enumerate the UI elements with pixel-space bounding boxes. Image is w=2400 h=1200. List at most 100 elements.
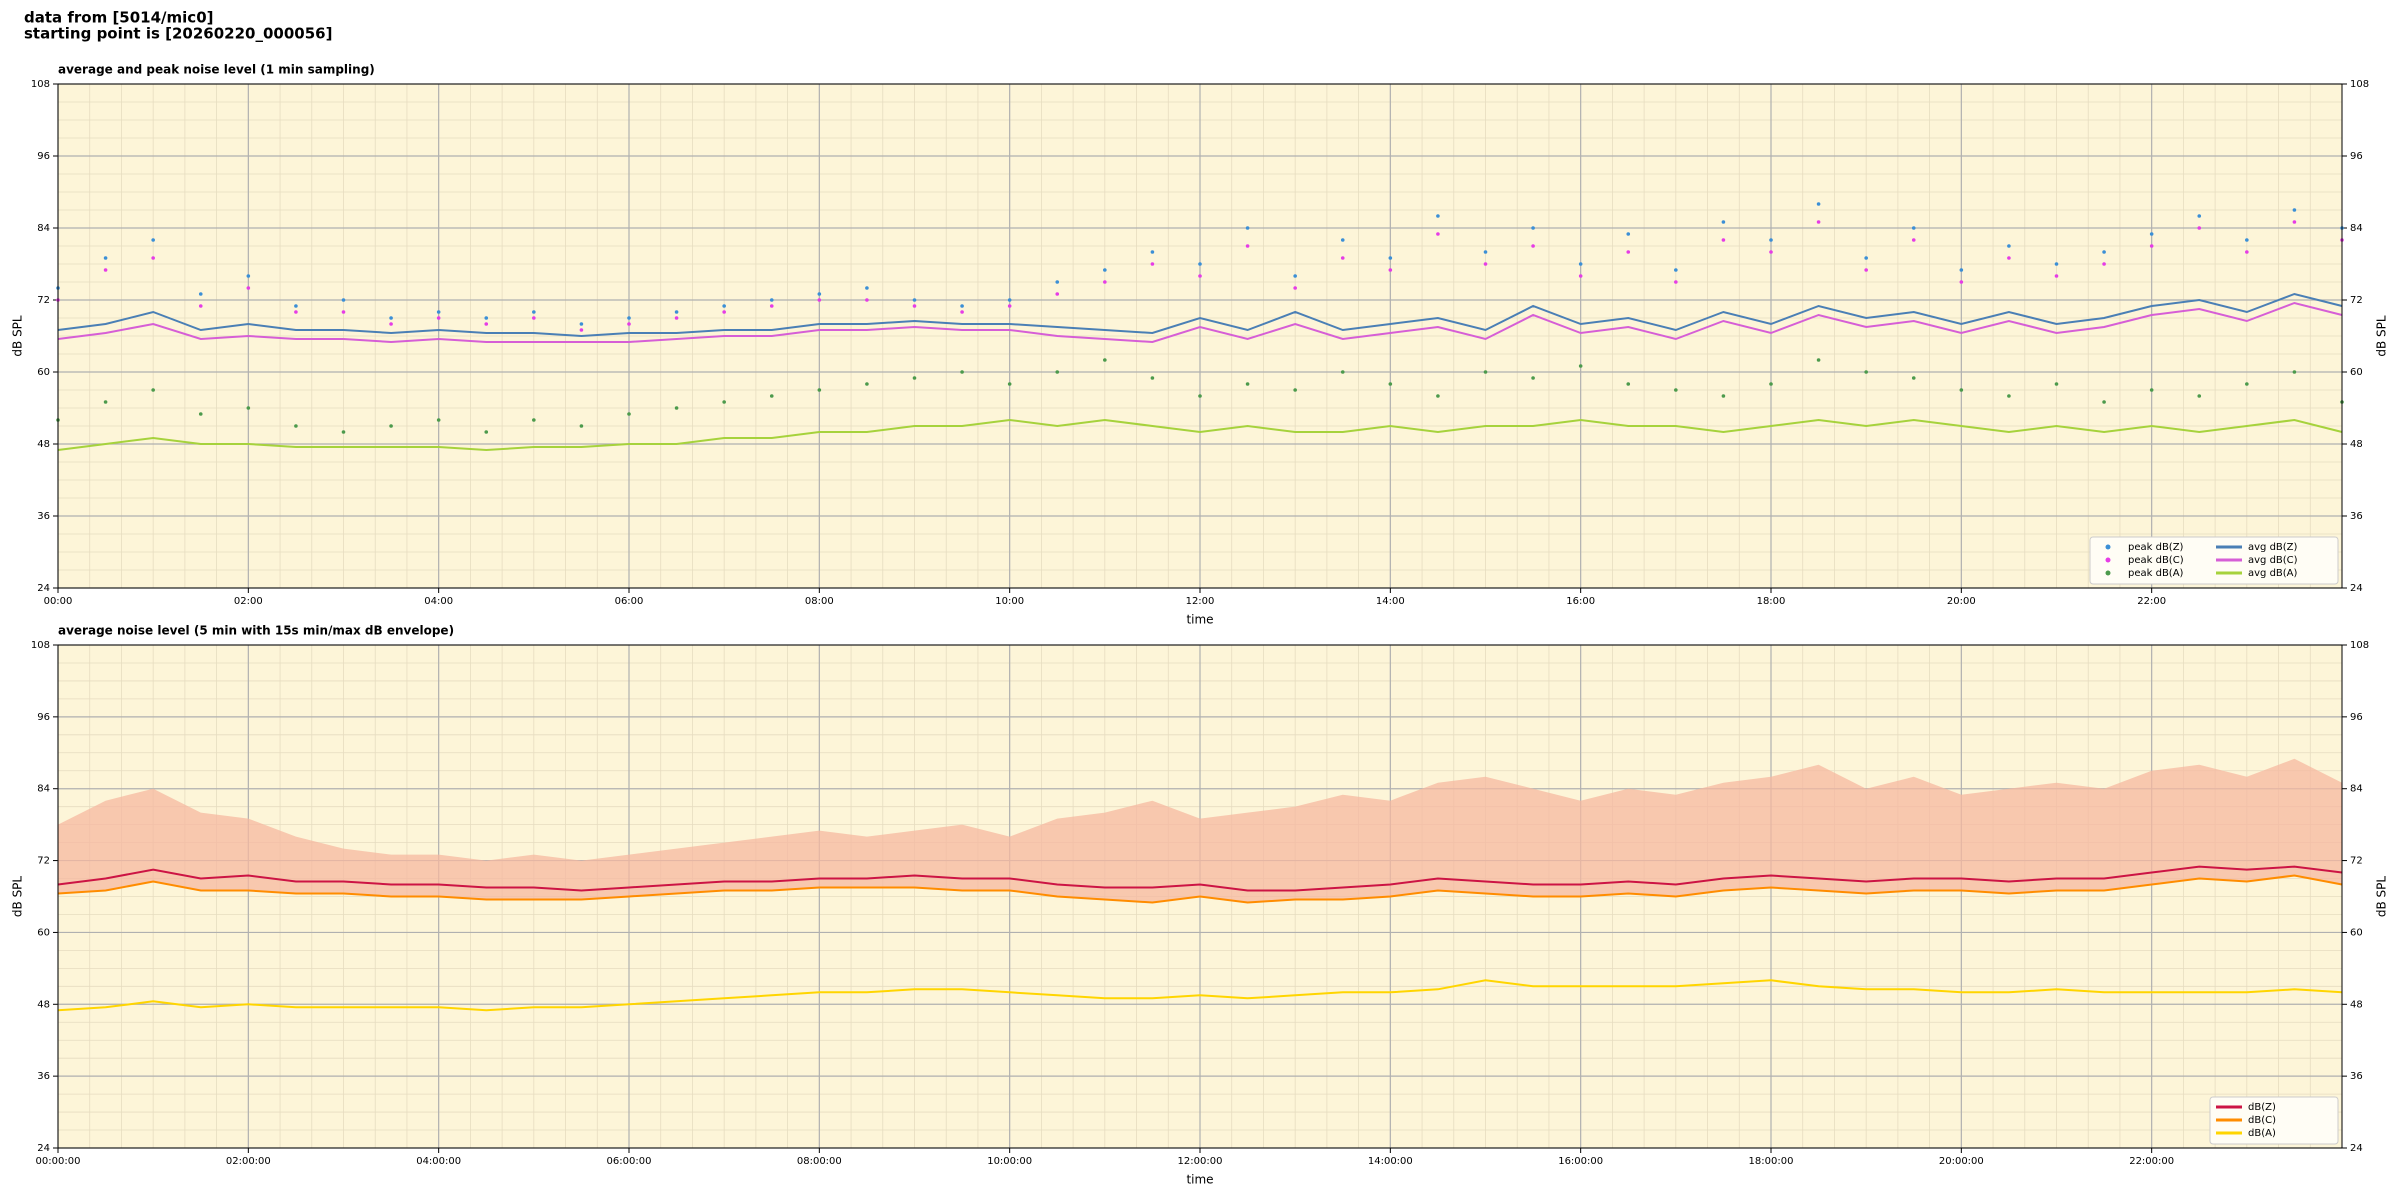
- peak-point: [1007, 304, 1012, 308]
- y2-tick-label: 48: [2350, 999, 2363, 1010]
- peak-point: [1864, 256, 1868, 260]
- peak-point: [103, 256, 108, 260]
- x-tick-label: 16:00:00: [1558, 1156, 1603, 1167]
- y2-tick-label: 24: [2350, 1143, 2363, 1154]
- peak-point: [436, 316, 441, 320]
- peak-point: [865, 286, 869, 290]
- peak-point: [769, 394, 774, 398]
- peak-point: [2292, 208, 2297, 212]
- envelope-area: [58, 758, 2342, 903]
- x-tick-label: 20:00:00: [1939, 1156, 1984, 1167]
- peak-point: [2054, 262, 2059, 266]
- y2-tick-label: 84: [2350, 784, 2363, 795]
- y-axis-label: dB SPL: [11, 315, 25, 357]
- peak-point: [912, 304, 917, 308]
- peak-point: [1674, 388, 1678, 392]
- peak-point: [1769, 250, 1773, 254]
- peak-point: [1674, 280, 1678, 284]
- peak-point: [246, 406, 251, 410]
- y2-tick-label: 60: [2350, 367, 2363, 378]
- y2-tick-label: 36: [2350, 1071, 2363, 1082]
- peak-point: [579, 328, 584, 332]
- peak-point: [2149, 244, 2154, 248]
- peak-point: [1626, 250, 1631, 254]
- plot-frame: [57, 644, 2343, 1149]
- peak-point: [1578, 262, 1583, 266]
- peak-point: [151, 388, 155, 392]
- peak-point: [389, 322, 393, 326]
- x-tick-label: 18:00:00: [1749, 1156, 1794, 1167]
- y2-tick-label: 60: [2350, 927, 2363, 938]
- peak-point: [722, 400, 726, 404]
- peak-point: [1626, 382, 1631, 386]
- legend-label: avg dB(A): [2248, 568, 2298, 579]
- x-tick-label: 22:00:00: [2129, 1156, 2174, 1167]
- peak-point: [436, 310, 441, 314]
- legend-label: dB(Z): [2248, 1102, 2276, 1113]
- peak-point: [1293, 388, 1297, 392]
- peak-point: [1150, 376, 1155, 380]
- peak-point: [1578, 274, 1583, 278]
- peak-point: [1483, 250, 1488, 254]
- y-tick-label: 36: [37, 1071, 50, 1082]
- peak-point: [1198, 274, 1202, 278]
- y-tick-label: 60: [37, 367, 50, 378]
- start-label: starting point is [20260220_000056]: [24, 25, 332, 43]
- y2-tick-label: 48: [2350, 439, 2363, 450]
- peak-point: [2149, 388, 2154, 392]
- peak-point: [1578, 364, 1583, 368]
- peak-point: [1388, 256, 1393, 260]
- y-tick-label: 84: [37, 223, 50, 234]
- peak-point: [2245, 382, 2249, 386]
- peak-point: [1911, 226, 1916, 230]
- peak-point: [151, 256, 155, 260]
- subplot-title: average and peak noise level (1 min samp…: [58, 63, 375, 77]
- y-tick-label: 72: [37, 856, 50, 867]
- y-axis-label: dB SPL: [11, 876, 25, 918]
- peak-point: [1388, 382, 1393, 386]
- peak-point: [722, 310, 726, 314]
- x-tick-label: 20:00: [1947, 596, 1976, 607]
- plot-frame: [57, 83, 2343, 589]
- series-line: [57, 865, 2343, 892]
- peak-point: [2007, 244, 2011, 248]
- x-tick-label: 10:00: [995, 596, 1024, 607]
- peak-point: [2197, 394, 2202, 398]
- legend-label: dB(A): [2248, 1128, 2276, 1139]
- peak-point: [198, 304, 203, 308]
- peak-point: [1959, 268, 1964, 272]
- legend-marker: [2105, 557, 2111, 563]
- peak-point: [341, 310, 346, 314]
- peak-point: [198, 292, 203, 296]
- y2-tick-label: 108: [2350, 79, 2369, 90]
- peak-point: [2197, 214, 2202, 218]
- x-tick-label: 06:00:00: [607, 1156, 652, 1167]
- peak-point: [1531, 376, 1535, 380]
- peak-point: [1816, 358, 1821, 362]
- x-axis-label: time: [1186, 613, 1213, 627]
- peak-point: [1674, 268, 1678, 272]
- peak-point: [817, 388, 822, 392]
- x-tick-label: 04:00:00: [416, 1156, 461, 1167]
- peak-point: [579, 322, 584, 326]
- y2-tick-label: 108: [2350, 640, 2369, 651]
- peak-point: [2102, 400, 2106, 404]
- peak-point: [674, 310, 679, 314]
- peak-point: [1959, 388, 1964, 392]
- x-tick-label: 12:00:00: [1178, 1156, 1223, 1167]
- peak-point: [627, 412, 631, 416]
- peak-point: [1055, 280, 1060, 284]
- y-tick-label: 108: [31, 640, 50, 651]
- peak-point: [865, 382, 869, 386]
- x-tick-label: 08:00:00: [797, 1156, 842, 1167]
- peak-point: [1055, 370, 1060, 374]
- peak-point: [865, 298, 869, 302]
- y2-tick-label: 96: [2350, 712, 2363, 723]
- peak-point: [2245, 250, 2249, 254]
- peak-point: [1055, 292, 1060, 296]
- peak-point: [769, 304, 774, 308]
- peak-point: [532, 418, 536, 422]
- peak-point: [436, 418, 441, 422]
- source-label: data from [5014/mic0]: [24, 9, 214, 27]
